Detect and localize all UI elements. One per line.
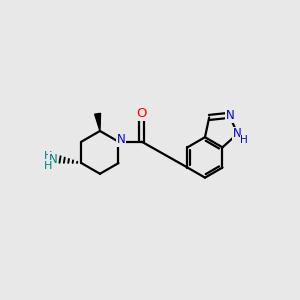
Text: H: H xyxy=(44,151,52,161)
Text: N: N xyxy=(49,153,58,166)
Text: H: H xyxy=(240,135,248,145)
Text: N: N xyxy=(226,109,234,122)
Polygon shape xyxy=(94,113,100,131)
Text: N: N xyxy=(116,134,125,146)
Text: O: O xyxy=(136,107,147,120)
Text: N: N xyxy=(233,127,242,140)
Text: H: H xyxy=(44,161,52,171)
